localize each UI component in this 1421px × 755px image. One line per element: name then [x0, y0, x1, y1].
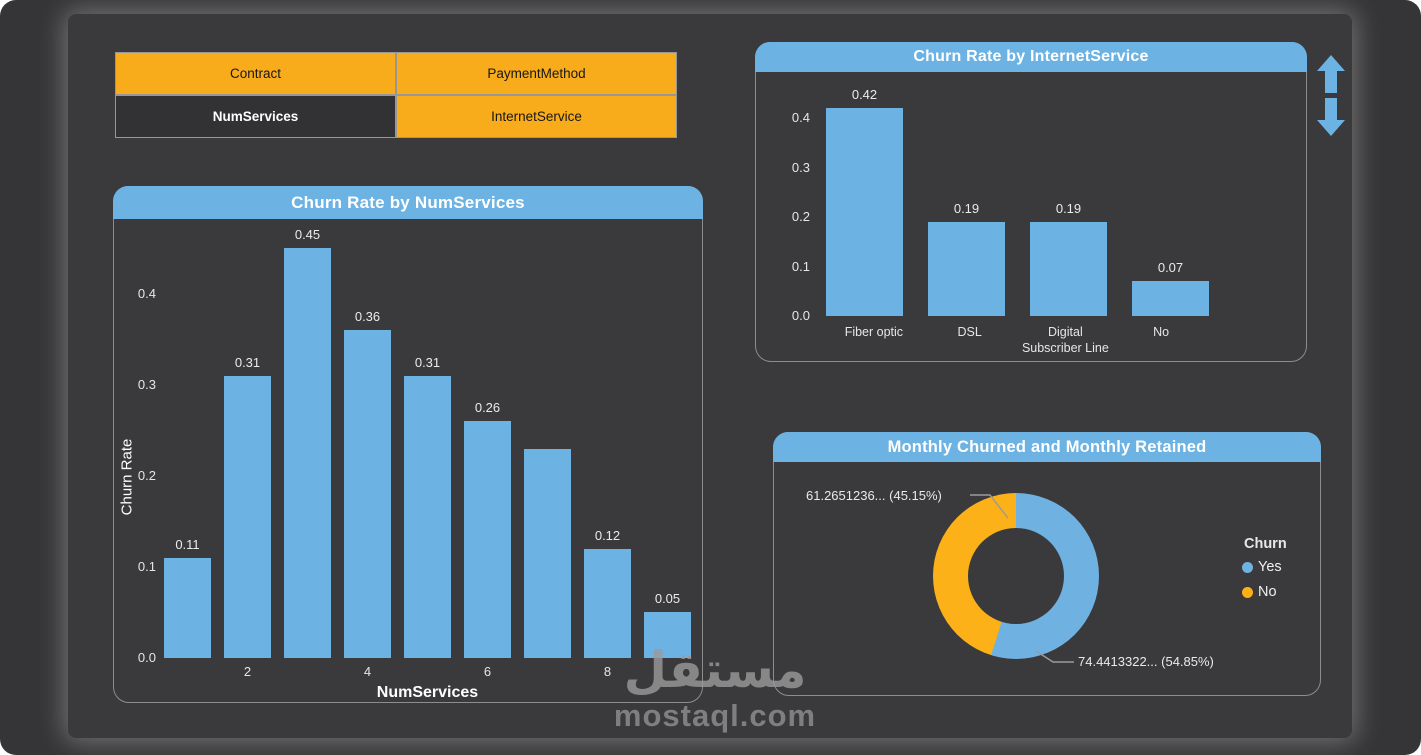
variable-selector-grid: Contract PaymentMethod NumServices Inter…	[115, 52, 677, 138]
panel-title: Churn Rate by NumServices	[113, 186, 703, 219]
legend: Churn Yes No	[1242, 536, 1287, 609]
bar-value-label: 0.05	[654, 591, 681, 606]
y-tick-label: 0.4	[791, 110, 810, 125]
x-tick-label: No	[1153, 325, 1170, 339]
x-tick-label	[404, 664, 451, 679]
bar[interactable]: 0.11	[164, 537, 211, 658]
button-numservices[interactable]: NumServices	[115, 95, 396, 138]
button-internetservice[interactable]: InternetService	[396, 95, 677, 138]
y-axis-ticks: 0.0 0.1 0.2 0.3 0.4	[114, 227, 156, 665]
y-tick-label: 0.0	[137, 650, 156, 665]
legend-label: Yes	[1258, 559, 1282, 575]
legend-item-yes[interactable]: Yes	[1242, 559, 1287, 575]
x-axis-title: NumServices	[376, 684, 479, 701]
x-tick-label: 2	[243, 664, 252, 679]
slice-label-no: 61.2651236... (45.15%)	[806, 488, 942, 503]
y-tick-label: 0.4	[137, 286, 156, 301]
bar-value-label: 0.42	[851, 87, 878, 102]
bar[interactable]: 0.31	[224, 355, 271, 658]
x-tick-label	[164, 664, 211, 679]
donut-chart[interactable]	[933, 493, 1099, 659]
bar-value-label: 0.31	[414, 355, 441, 370]
y-axis-ticks: 0.0 0.1 0.2 0.3 0.4	[762, 83, 810, 323]
x-tick-label: DSL	[957, 325, 982, 339]
bar[interactable]: 0.07	[1132, 260, 1209, 316]
scroll-arrows	[1317, 55, 1345, 136]
panel-churn-by-internetservice: Churn Rate by InternetService 0.0 0.1 0.2 0…	[755, 42, 1307, 362]
x-tick-label	[524, 664, 571, 679]
panel-title: Monthly Churned and Monthly Retained	[773, 432, 1321, 462]
slice-label-yes: 74.4413322... (54.85%)	[1078, 654, 1214, 669]
bar-series: 0.42 0.19 0.19 0.07	[826, 83, 1209, 316]
y-tick-label: 0.2	[791, 209, 810, 224]
bar-value-label: 0.07	[1157, 260, 1184, 275]
panel-title: Churn Rate by InternetService	[755, 42, 1307, 72]
bar-value-label: 0.36	[354, 309, 381, 324]
bar-series: 0.11 0.31 0.45 0.36 0.31 0.26 0.12 0.05	[164, 227, 691, 658]
bar[interactable]: 0.45	[284, 227, 331, 658]
button-contract[interactable]: Contract	[115, 52, 396, 95]
y-tick-label: 0.1	[137, 559, 156, 574]
y-tick-label: 0.1	[791, 258, 810, 274]
x-axis-category-labels: Fiber optic DSL Digital Subscriber Line No	[826, 324, 1209, 357]
panel-monthly-churned-retained: Monthly Churned and Monthly Retained 61.…	[773, 432, 1321, 696]
y-tick-label: 0.3	[137, 377, 156, 392]
y-tick-label: 0.2	[137, 468, 156, 483]
bar[interactable]: 0.05	[644, 591, 691, 658]
y-tick-label: 0.3	[791, 159, 810, 175]
x-tick-label: Digital Subscriber Line	[1021, 325, 1109, 356]
panel-churn-by-numservices: Churn Rate by NumServices Churn Rate 0.0…	[113, 186, 703, 703]
bar-value-label: 0.12	[594, 528, 621, 543]
legend-label: No	[1258, 584, 1277, 600]
x-axis-ticks: 2 4 6 8	[164, 664, 691, 679]
button-paymentmethod[interactable]: PaymentMethod	[396, 52, 677, 95]
x-tick-label: 8	[603, 664, 612, 679]
dashboard-surface: Contract PaymentMethod NumServices Inter…	[68, 14, 1352, 738]
bar-value-label: 0.26	[474, 400, 501, 415]
x-tick-label	[644, 664, 691, 679]
legend-dot-yes-icon	[1242, 561, 1253, 573]
donut-hole	[968, 528, 1064, 624]
bar-value-label: 0.31	[234, 355, 261, 370]
bar-value-label: 0.19	[953, 201, 980, 216]
bar[interactable]: 0.19	[1030, 201, 1107, 316]
x-tick-label: Fiber optic	[844, 325, 904, 339]
legend-dot-no-icon	[1242, 586, 1253, 598]
bar-value-label: 0.11	[175, 537, 200, 552]
bar[interactable]: 0.12	[584, 528, 631, 658]
up-arrow-icon[interactable]	[1317, 55, 1345, 93]
y-tick-label: 0.0	[791, 308, 810, 323]
bar[interactable]: 0.19	[928, 201, 1005, 316]
legend-title: Churn	[1244, 536, 1287, 552]
x-tick-label: 6	[483, 664, 492, 679]
down-arrow-icon[interactable]	[1317, 98, 1345, 136]
bar[interactable]: 0.31	[404, 355, 451, 658]
x-tick-label: 4	[363, 664, 372, 679]
bar-value-label: 0.19	[1055, 201, 1082, 216]
legend-item-no[interactable]: No	[1242, 584, 1287, 600]
bar[interactable]: 0.42	[826, 87, 903, 316]
bar-value-label: 0.45	[294, 227, 321, 242]
x-tick-label	[284, 664, 331, 679]
bar[interactable]: 0.36	[344, 309, 391, 658]
bar[interactable]: 0.26	[464, 400, 511, 658]
bar[interactable]	[524, 449, 571, 658]
